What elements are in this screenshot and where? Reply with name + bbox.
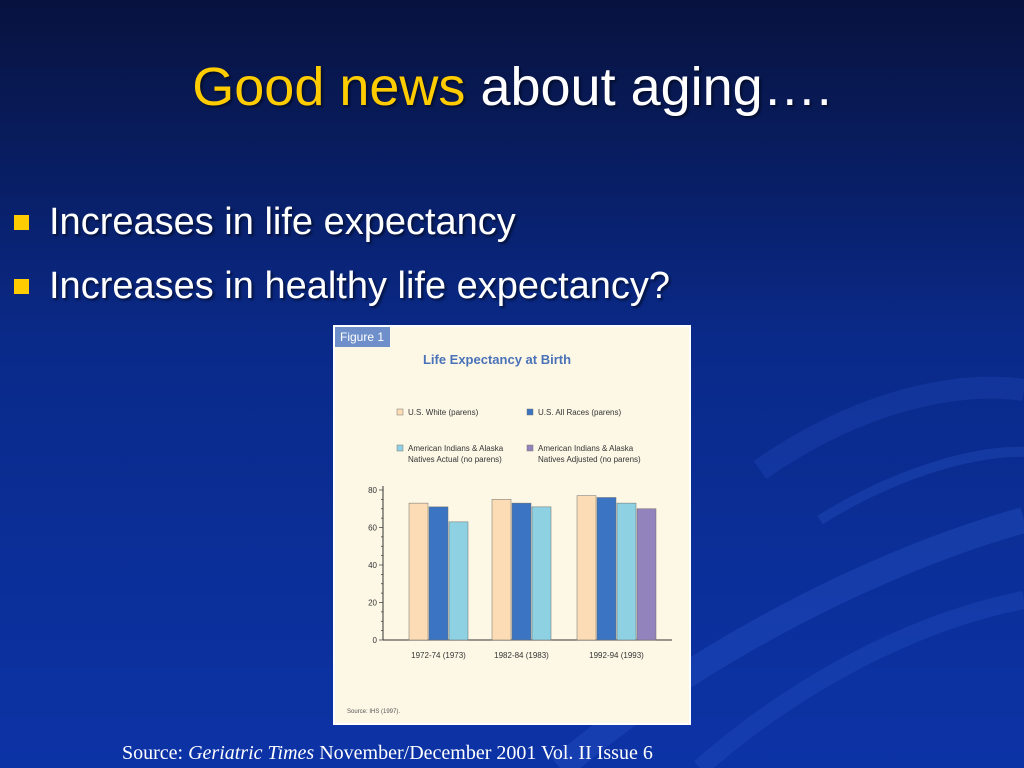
y-tick-label: 80: [368, 486, 377, 495]
source-journal: Geriatric Times: [188, 742, 315, 764]
y-tick-label: 20: [368, 599, 377, 608]
source-rest: November/December 2001 Vol. II Issue 6: [314, 742, 653, 764]
legend-swatch: [526, 408, 534, 416]
source-prefix: Source:: [122, 742, 189, 764]
chart-title: Life Expectancy at Birth: [423, 352, 571, 367]
title-highlight: Good news: [192, 57, 466, 117]
y-tick-label: 60: [368, 524, 377, 533]
slide-source: Source: Geriatric Times November/Decembe…: [122, 742, 653, 765]
figure-label: Figure 1: [340, 330, 384, 344]
legend-swatch: [396, 408, 404, 416]
bullet-text: Increases in life expectancy: [49, 200, 516, 243]
legend-label: U.S. All Races (parens): [538, 408, 621, 417]
legend-label: American Indians & Alaska: [408, 444, 504, 453]
chart-x-labels: 1972-74 (1973) 1982-84 (1983) 1992-94 (199…: [411, 651, 644, 660]
x-tick-label: 1982-84 (1983): [494, 651, 549, 660]
bar: [596, 497, 617, 641]
chart-bars: [408, 495, 657, 641]
bullet-item: Increases in life expectancy: [14, 190, 670, 254]
figure-label-tab: [335, 327, 390, 347]
title-rest: about aging….: [465, 57, 832, 117]
bar: [576, 495, 597, 641]
bar: [636, 508, 657, 641]
bar: [448, 521, 469, 641]
bar: [491, 499, 512, 641]
bullet-square-icon: [14, 278, 29, 294]
bar-chart: Figure 1 Life Expectancy at Birth U.S. W…: [335, 327, 672, 715]
chart-legend: U.S. White (parens) U.S. All Races (paren…: [396, 408, 641, 464]
legend-label: American Indians & Alaska: [538, 444, 634, 453]
chart-source-note: Source: IHS (1997).: [347, 709, 400, 715]
bullet-square-icon: [14, 214, 29, 230]
slide-title: Good news about aging….: [0, 57, 1024, 117]
legend-label: U.S. White (parens): [408, 408, 479, 417]
bullet-item: Increases in healthy life expectancy?: [14, 254, 670, 318]
bar: [511, 502, 532, 641]
bar: [408, 502, 429, 641]
y-tick-label: 40: [368, 561, 377, 570]
chart-figure: Figure 1 Life Expectancy at Birth U.S. W…: [333, 325, 691, 725]
legend-swatch: [396, 444, 404, 452]
bar: [531, 506, 552, 641]
legend-label: Natives Actual (no parens): [408, 455, 502, 464]
x-tick-label: 1992-94 (1993): [589, 651, 644, 660]
y-tick-label: 0: [373, 636, 378, 645]
bullet-list: Increases in life expectancy Increases i…: [14, 190, 670, 318]
legend-swatch: [526, 444, 534, 452]
bullet-text: Increases in healthy life expectancy?: [49, 264, 671, 307]
x-tick-label: 1972-74 (1973): [411, 651, 466, 660]
bar: [616, 502, 637, 641]
bar: [428, 506, 449, 641]
legend-label: Natives Adjusted (no parens): [538, 455, 641, 464]
